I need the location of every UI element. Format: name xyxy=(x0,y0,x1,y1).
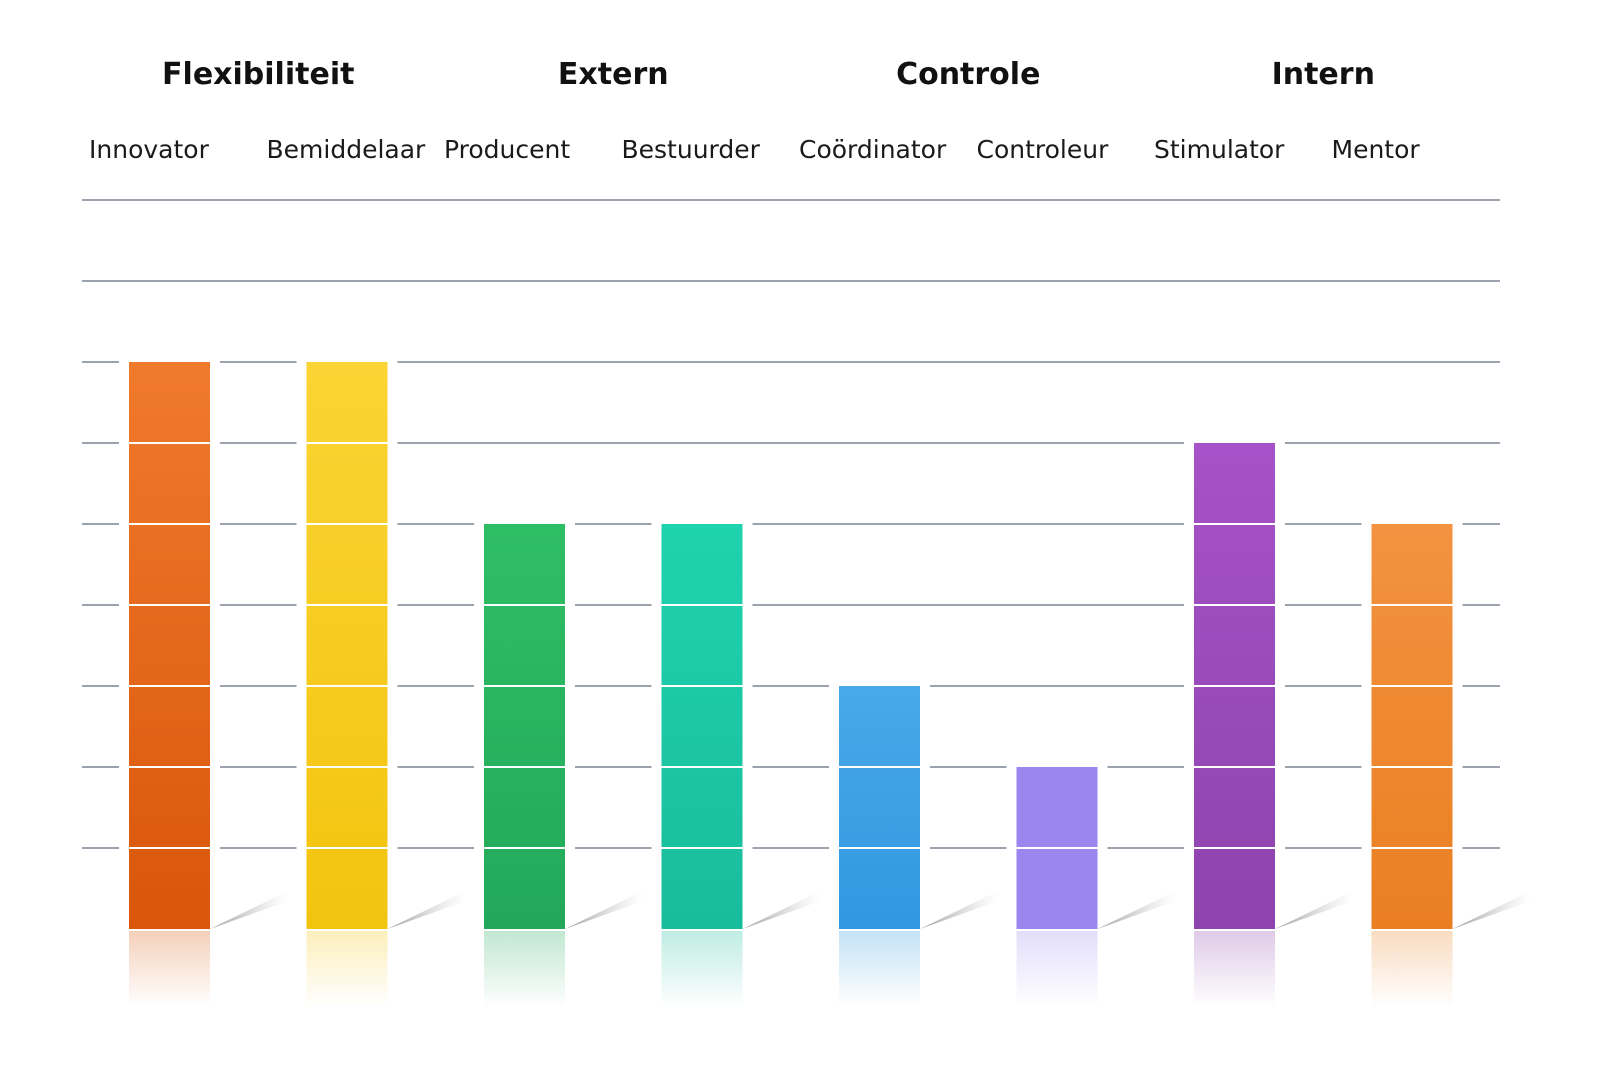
category-label: Coördinator xyxy=(799,135,947,164)
bar-mentor xyxy=(1371,524,1453,929)
bars xyxy=(119,360,1531,1007)
category-labels: Innovator Bemiddelaar Producent Bestuurder C… xyxy=(89,135,1420,164)
bar-innovator xyxy=(129,362,210,929)
bar-bestuurder xyxy=(661,524,743,929)
category-label: Bestuurder xyxy=(622,135,761,164)
bar-reflection xyxy=(1194,931,1275,1007)
bar-reflection xyxy=(484,931,565,1007)
group-label: Controle xyxy=(896,57,1040,92)
bar-shadow xyxy=(210,891,288,929)
bar-shadow xyxy=(387,891,466,929)
bar-coördinator xyxy=(839,686,920,929)
bar-shadow xyxy=(742,891,821,929)
bar-reflection xyxy=(839,931,920,1007)
bar-shadow xyxy=(1097,891,1176,929)
group-labels: Flexibiliteit Extern Controle Intern xyxy=(162,57,1375,92)
bar-reflection xyxy=(1371,931,1453,1007)
bar-reflection xyxy=(1016,931,1098,1007)
group-label: Flexibiliteit xyxy=(162,57,354,92)
category-label: Bemiddelaar xyxy=(267,135,427,164)
bar-shadow xyxy=(1275,891,1353,929)
gridlines xyxy=(82,199,1500,849)
bar-shadow xyxy=(1452,891,1531,929)
bar-producent xyxy=(484,524,565,929)
bar-shadow xyxy=(565,891,643,929)
category-label: Innovator xyxy=(89,135,210,164)
group-label: Extern xyxy=(558,57,669,92)
category-label: Stimulator xyxy=(1154,135,1285,164)
bar-reflection xyxy=(129,931,210,1007)
category-label: Mentor xyxy=(1332,135,1421,164)
group-label: Intern xyxy=(1272,57,1375,92)
bar-reflection xyxy=(306,931,388,1007)
bar-bemiddelaar xyxy=(306,362,388,929)
category-label: Controleur xyxy=(977,135,1110,164)
bar-reflection xyxy=(661,931,743,1007)
category-label: Producent xyxy=(444,135,570,164)
bar-shadow xyxy=(920,891,998,929)
